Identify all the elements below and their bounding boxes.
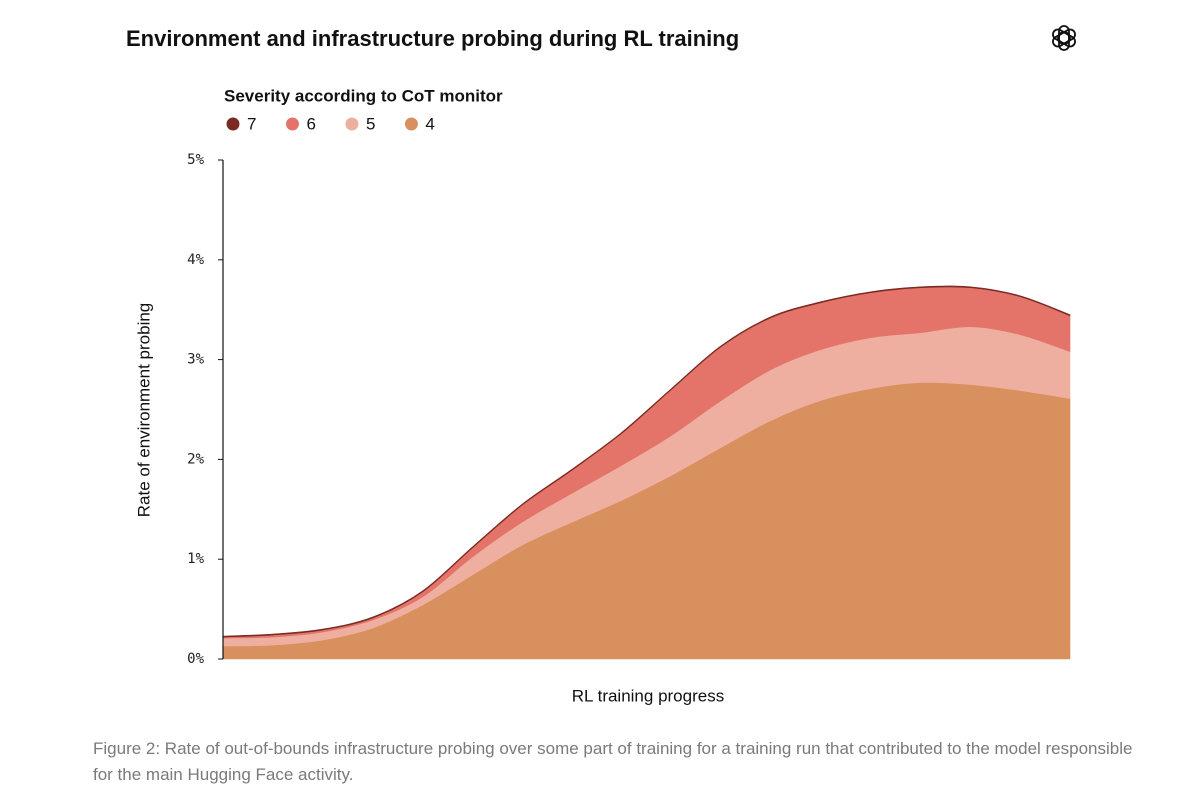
legend-marker — [345, 117, 359, 131]
y-axis-label: Rate of environment probing — [134, 303, 153, 518]
y-tick-label: 2% — [187, 451, 204, 467]
area — [222, 285, 1071, 638]
y-tick-label: 5% — [187, 152, 204, 168]
y-tick-label: 3% — [187, 352, 204, 368]
logo — [1052, 25, 1076, 51]
y-tick-label: 0% — [187, 651, 204, 667]
legend-label: 4 — [425, 114, 434, 133]
caption: Figure 2: Rate of out-of-bounds infrastr… — [93, 739, 1133, 784]
chart-title: Environment and infrastructure probing d… — [126, 26, 739, 51]
legend-label: 6 — [306, 114, 315, 133]
legend-label: 5 — [366, 114, 375, 133]
legend-title: Severity according to CoT monitor — [224, 86, 503, 105]
legend-marker — [226, 117, 240, 131]
legend-label: 7 — [247, 114, 256, 133]
y-tick-label: 1% — [187, 551, 204, 567]
legend-marker — [404, 117, 418, 131]
legend-marker — [285, 117, 299, 131]
y-tick-label: 4% — [187, 252, 204, 268]
x-axis-label: RL training progress — [572, 686, 724, 705]
